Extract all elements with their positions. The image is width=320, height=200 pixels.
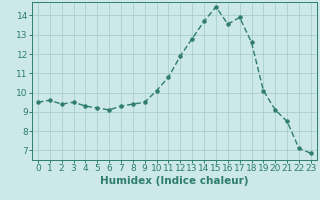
X-axis label: Humidex (Indice chaleur): Humidex (Indice chaleur)	[100, 176, 249, 186]
